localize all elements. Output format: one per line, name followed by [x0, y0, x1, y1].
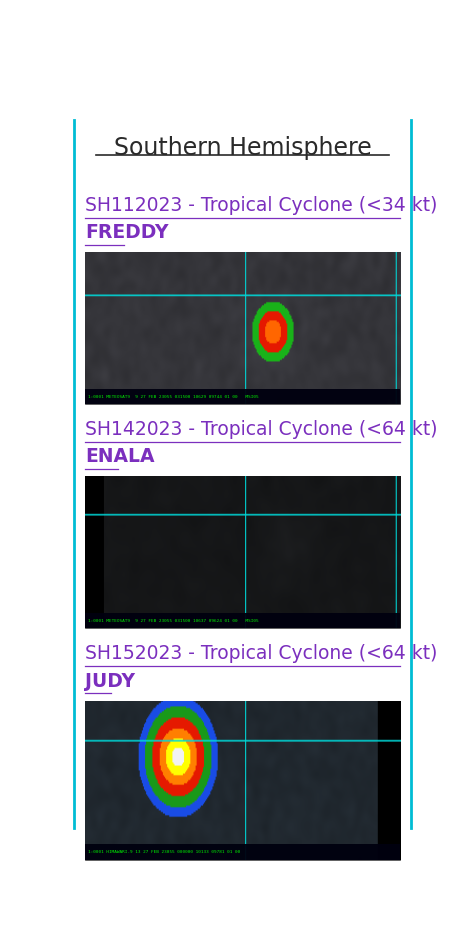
- Text: 1:0001 METEOSAT9  9 27 FEB 23055 031500 10629 09744 01 00   MSI05: 1:0001 METEOSAT9 9 27 FEB 23055 031500 1…: [88, 395, 259, 399]
- Bar: [85, 389, 400, 404]
- Text: JUDY: JUDY: [85, 671, 135, 690]
- Text: ENALA: ENALA: [85, 448, 154, 467]
- Text: FREDDY: FREDDY: [85, 223, 168, 242]
- Text: SH152023 - Tropical Cyclone (<64 kt): SH152023 - Tropical Cyclone (<64 kt): [85, 644, 437, 663]
- Bar: [85, 476, 400, 628]
- Text: Southern Hemisphere: Southern Hemisphere: [114, 136, 371, 160]
- Bar: [85, 700, 400, 859]
- Bar: [85, 613, 400, 628]
- Text: 1:0001 HIMAWARI-9 13 27 FEB 23055 000000 10133 09781 01 00: 1:0001 HIMAWARI-9 13 27 FEB 23055 000000…: [88, 851, 240, 854]
- Text: SH112023 - Tropical Cyclone (<34 kt): SH112023 - Tropical Cyclone (<34 kt): [85, 196, 437, 215]
- Bar: [85, 253, 400, 404]
- Bar: [85, 843, 400, 859]
- Text: SH142023 - Tropical Cyclone (<64 kt): SH142023 - Tropical Cyclone (<64 kt): [85, 420, 437, 439]
- Text: 1:0001 METEOSAT9  9 27 FEB 23055 031500 10637 09624 01 00   MSI05: 1:0001 METEOSAT9 9 27 FEB 23055 031500 1…: [88, 620, 259, 623]
